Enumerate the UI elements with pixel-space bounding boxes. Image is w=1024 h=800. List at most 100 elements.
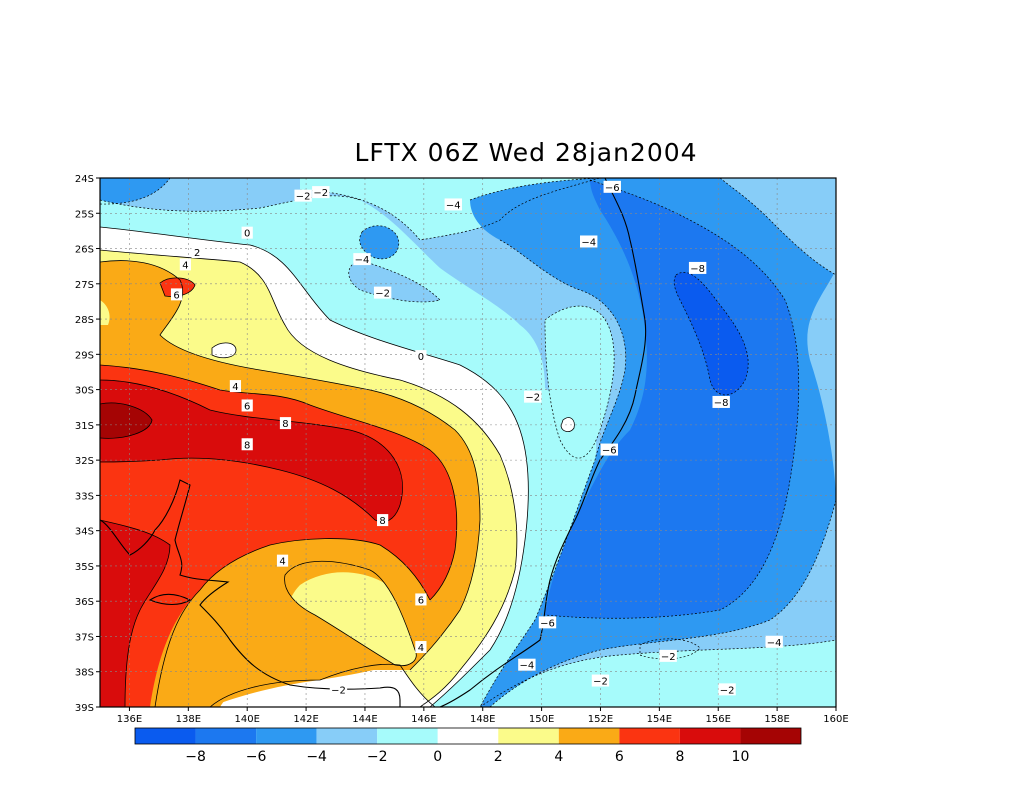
lat-tick-label: 26S: [75, 245, 94, 256]
lon-tick-label: 148E: [470, 714, 495, 725]
colorbar-border: [134, 727, 802, 745]
contour-label-bg: [718, 683, 736, 696]
contour-label-bg: [353, 253, 371, 266]
lon-tick-label: 136E: [117, 714, 142, 725]
contour-label-bg: [241, 399, 253, 412]
contour-label-text: −2: [331, 685, 346, 696]
contour-label-bg: [312, 186, 330, 199]
colorbar-tick-label: −6: [246, 749, 267, 765]
contour-label: −2: [294, 189, 312, 203]
colorbar-tick-label: 4: [554, 749, 563, 765]
contour-label: −2: [659, 649, 677, 663]
contour-label: 4: [276, 554, 289, 568]
contour-label: 0: [415, 350, 427, 363]
colorbar-tick-label: −8: [185, 749, 206, 765]
contour-label-bg: [518, 658, 536, 671]
contour-label: −6: [603, 180, 621, 194]
contour-label: −2: [591, 674, 610, 688]
lat-tick-label: 32S: [75, 456, 94, 467]
contour-label: 4: [229, 380, 242, 393]
contour-label: −2: [373, 286, 392, 300]
contour-label: 2: [191, 246, 203, 259]
contour-label-text: −4: [446, 200, 461, 211]
colorbar-swatch: [195, 728, 257, 744]
contour-label-text: −8: [714, 398, 729, 409]
contour-label: 4: [415, 641, 427, 654]
contour-label: −2: [718, 683, 736, 696]
contour-label-text: −6: [605, 183, 620, 194]
contour-label: −2: [329, 683, 348, 696]
contour-label-bg: [712, 395, 730, 408]
contour-label-bg: [600, 443, 619, 456]
colorbar-swatch: [377, 728, 438, 744]
contour-label-text: −4: [581, 237, 596, 248]
contour-label-bg: [688, 261, 707, 274]
colorbar-swatch: [316, 728, 378, 744]
contour-label-text: −2: [661, 652, 676, 663]
contour-label-text: 0: [418, 352, 424, 363]
colorbar-legend: −8 −6 −4 −2 0 2 4 6 8 10: [134, 727, 802, 765]
coastline: [100, 178, 647, 707]
lon-tick-label: 160E: [823, 714, 848, 725]
lat-tick-label: 24S: [75, 174, 94, 185]
colorbar-tick-label: 6: [615, 749, 624, 765]
lat-tick-label: 36S: [75, 597, 94, 608]
contour-label-text: 6: [244, 401, 250, 412]
contour-label-text: −2: [720, 685, 735, 696]
contour-label-bg: [170, 288, 183, 301]
contour-label: 4: [179, 258, 191, 271]
contour-label-text: −6: [540, 618, 555, 629]
contour-label-text: 6: [418, 595, 424, 606]
lat-tick-label: 27S: [75, 280, 94, 291]
lon-tick-label: 138E: [176, 714, 201, 725]
contour-label: −4: [765, 635, 783, 649]
contour-label-bg: [377, 514, 389, 527]
colorbar-tick-label: 8: [675, 749, 684, 765]
contour-label-text: 4: [418, 643, 424, 654]
contour-label: −8: [688, 261, 707, 275]
lat-tick-label: 34S: [75, 527, 94, 538]
map-title: LFTX 06Z Wed 28jan2004: [354, 138, 698, 167]
contour-label-text: −2: [593, 677, 608, 688]
contour-label-bg: [603, 180, 621, 193]
lat-tick-label: 33S: [75, 491, 94, 502]
lon-tick-label: 146E: [411, 714, 436, 725]
contour-label: 8: [279, 417, 292, 430]
contour-label-bg: [524, 390, 542, 403]
contour-label: 8: [241, 438, 253, 451]
contour-label-bg: [444, 198, 462, 211]
lat-tick-label: 30S: [75, 386, 94, 397]
colorbar-swatch: [437, 728, 499, 744]
contour-label: 6: [170, 288, 183, 301]
contour-label-text: −2: [375, 289, 390, 300]
colorbar-swatch: [619, 728, 680, 744]
lon-tick-label: 154E: [647, 714, 672, 725]
contour-label: 6: [415, 593, 427, 606]
lat-tick-label: 29S: [75, 350, 94, 361]
contour-label-text: 8: [379, 516, 385, 527]
lat-tick-label: 28S: [75, 315, 94, 326]
contour-label-text: −6: [602, 446, 617, 457]
colorbar-swatch: [498, 728, 559, 744]
contour-label: −2: [524, 390, 542, 404]
contour-label: −4: [518, 658, 536, 672]
lon-tick-label: 140E: [234, 714, 259, 725]
contour-label-bg: [373, 286, 392, 299]
colorbar-swatch: [135, 728, 196, 744]
contour-label-bg: [276, 554, 289, 567]
contour-label-bg: [580, 235, 598, 248]
latitude-axis: 24S 25S 26S 27S 28S 29S 30S 31S 32S 33S 34S 35S 36S 3…: [75, 174, 100, 714]
contour-label-text: −2: [525, 393, 540, 404]
lat-tick-label: 39S: [75, 703, 94, 714]
contour-label: 0: [241, 226, 253, 240]
contour-label-text: 8: [282, 419, 288, 430]
colorbar-tick-label: 2: [494, 749, 503, 765]
contour-label: −4: [353, 253, 371, 266]
lat-tick-label: 37S: [75, 632, 94, 643]
colorbar-swatch: [558, 728, 620, 744]
contour-label-text: 4: [182, 260, 188, 271]
contour-label-text: −2: [313, 188, 328, 199]
contour-label: 6: [241, 399, 253, 412]
